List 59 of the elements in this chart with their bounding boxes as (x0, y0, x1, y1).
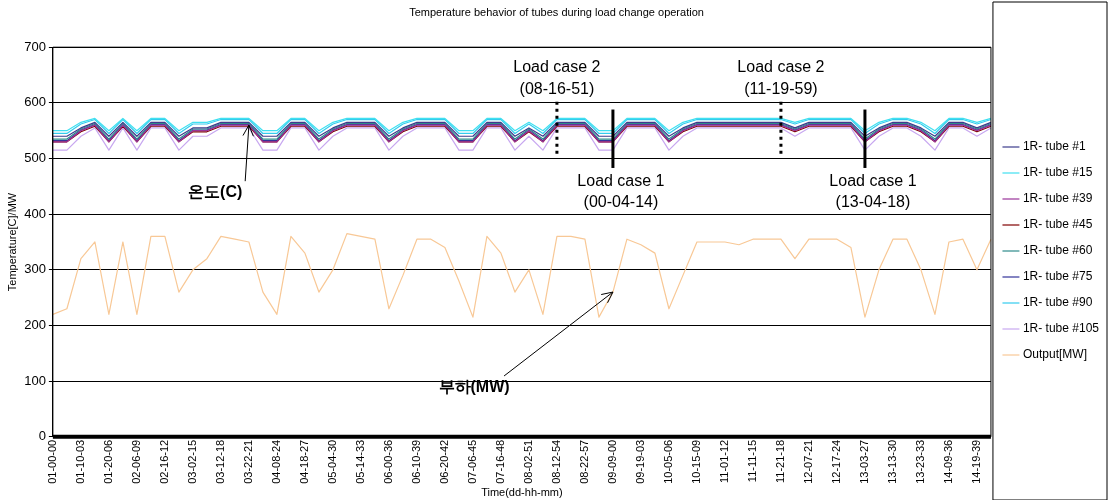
legend-label: 1R- tube #1 (1022, 139, 1086, 154)
x-tick-label: 07-06-45 (465, 439, 478, 484)
x-tick-label: 03-02-15 (185, 439, 198, 484)
legend-label: 1R- tube #105 (1022, 321, 1100, 336)
legend-label: 1R- tube #60 (1022, 243, 1093, 258)
y-tick-label: 200 (24, 317, 46, 333)
x-tick-label: 08-22-57 (577, 439, 590, 484)
ref-line-label: Load case 1 (13-04-18) (829, 171, 917, 210)
x-tick-label: 11-21-18 (773, 439, 786, 483)
x-tick-label: 01-10-03 (73, 439, 86, 484)
x-tick-label: 13-13-30 (885, 439, 898, 484)
x-tick-label: 02-06-09 (129, 439, 142, 484)
y-tick-label: 400 (24, 205, 46, 221)
y-tick-label: 300 (24, 261, 46, 277)
x-tick-label: 13-23-33 (913, 439, 926, 484)
y-axis-title: Temperature[C]/MW (5, 192, 18, 292)
x-tick-label: 06-20-42 (437, 439, 450, 484)
y-tick-label: 0 (38, 428, 46, 444)
ref-line-label: Load case 1 (00-04-14) (577, 171, 665, 210)
x-tick-label: 03-12-18 (213, 439, 226, 484)
y-tick-label: 500 (24, 150, 46, 166)
x-tick-label: 09-19-03 (633, 439, 646, 484)
x-tick-label: 03-22-21 (241, 439, 254, 484)
chart-title: Temperature behavior of tubes during load change operation (409, 5, 704, 18)
x-tick-label: 07-16-48 (493, 439, 506, 484)
x-tick-label: 12-07-21 (801, 439, 814, 484)
x-tick-label: 13-03-27 (857, 439, 870, 484)
legend-label: 1R- tube #90 (1022, 295, 1093, 310)
x-tick-label: 10-15-09 (689, 439, 702, 484)
ref-line-label: Load case 2 (08-16-51) (513, 57, 601, 97)
legend-label: 1R- tube #45 (1022, 217, 1093, 232)
x-tick-label: 14-09-36 (941, 439, 954, 484)
ref-line-label: Load case 2 (11-19-59) (737, 57, 825, 97)
y-tick-label: 600 (24, 94, 46, 110)
x-tick-label: 08-02-51 (521, 439, 534, 484)
x-axis-title: Time(dd-hh-mm) (481, 486, 563, 499)
x-tick-label: 12-17-24 (829, 439, 842, 484)
x-tick-label: 01-20-06 (101, 439, 114, 484)
x-tick-label: 04-08-24 (269, 439, 282, 484)
annotation: 온도(C) (188, 183, 243, 201)
x-tick-label: 06-00-36 (381, 439, 394, 484)
x-tick-label: 02-16-12 (157, 439, 170, 484)
x-tick-label: 09-09-00 (605, 439, 618, 484)
legend-label: 1R- tube #15 (1022, 165, 1093, 180)
x-tick-label: 06-10-39 (409, 439, 422, 484)
x-tick-label: 11-01-12 (717, 439, 730, 483)
x-tick-label: 10-05-06 (661, 439, 674, 484)
y-tick-label: 700 (24, 38, 46, 54)
legend-label: Output[MW] (1022, 347, 1087, 362)
x-tick-label: 11-11-15 (745, 439, 758, 483)
x-tick-label: 08-12-54 (549, 439, 562, 484)
legend-label: 1R- tube #39 (1022, 191, 1093, 206)
x-tick-label: 04-18-27 (297, 439, 310, 484)
x-tick-label: 05-04-30 (325, 439, 338, 484)
legend-label: 1R- tube #75 (1022, 269, 1093, 284)
x-tick-label: 05-14-33 (353, 439, 366, 484)
x-tick-label: 01-00-00 (45, 439, 58, 484)
x-tick-label: 14-19-39 (969, 439, 982, 484)
y-tick-label: 100 (24, 372, 46, 388)
